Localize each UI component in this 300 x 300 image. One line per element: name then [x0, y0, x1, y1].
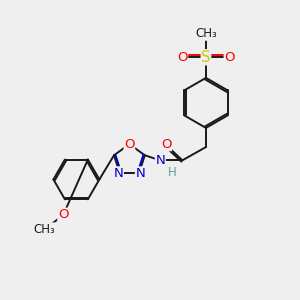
Text: CH₃: CH₃: [195, 27, 217, 40]
Text: N: N: [155, 154, 165, 167]
Text: CH₃: CH₃: [33, 223, 55, 236]
Text: O: O: [177, 51, 188, 64]
Text: O: O: [124, 138, 135, 151]
Text: N: N: [113, 167, 123, 180]
Text: H: H: [168, 166, 176, 178]
Text: N: N: [136, 167, 145, 180]
Text: O: O: [161, 138, 171, 151]
Text: O: O: [58, 208, 68, 221]
Text: S: S: [201, 50, 211, 65]
Text: O: O: [224, 51, 235, 64]
